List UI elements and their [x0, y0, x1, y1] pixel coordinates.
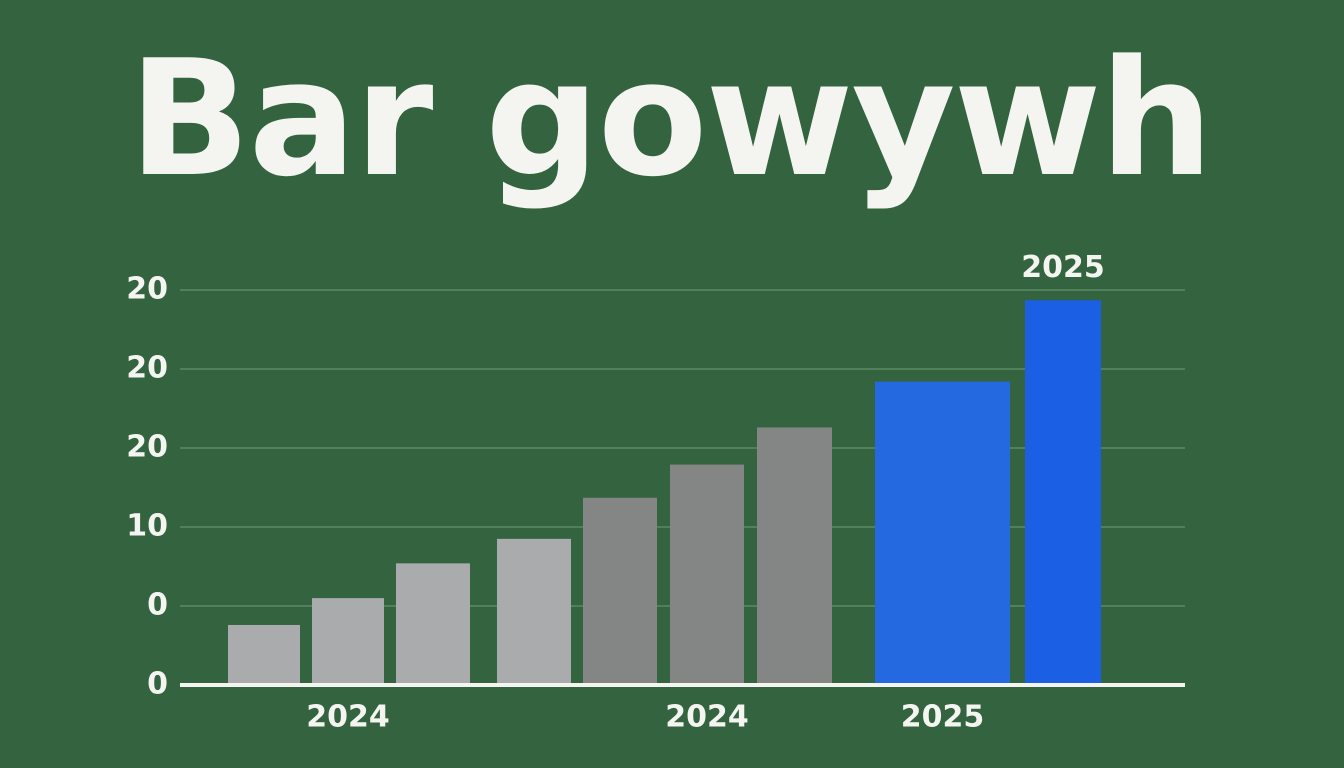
y-tick-label: 20: [126, 351, 168, 386]
bar: [396, 563, 470, 685]
y-tick-label: 10: [126, 509, 168, 544]
y-tick-label: 0: [147, 667, 168, 702]
chart-title: Bar gowywh: [129, 25, 1212, 212]
y-tick-label: 20: [126, 430, 168, 465]
x-tick-label: 2024: [306, 700, 390, 735]
annotation: 2025: [1021, 250, 1105, 285]
bar: [1025, 300, 1101, 685]
bar: [757, 427, 832, 685]
bar: [497, 538, 571, 685]
bar: [583, 497, 657, 685]
y-tick-label: 0: [147, 588, 168, 623]
x-tick-label: 2025: [901, 700, 985, 735]
bar: [670, 464, 744, 685]
bar: [312, 598, 384, 685]
x-tick-label: 2024: [665, 700, 749, 735]
y-tick-label: 20: [126, 272, 168, 307]
bar: [228, 624, 300, 685]
bar: [875, 381, 1010, 685]
